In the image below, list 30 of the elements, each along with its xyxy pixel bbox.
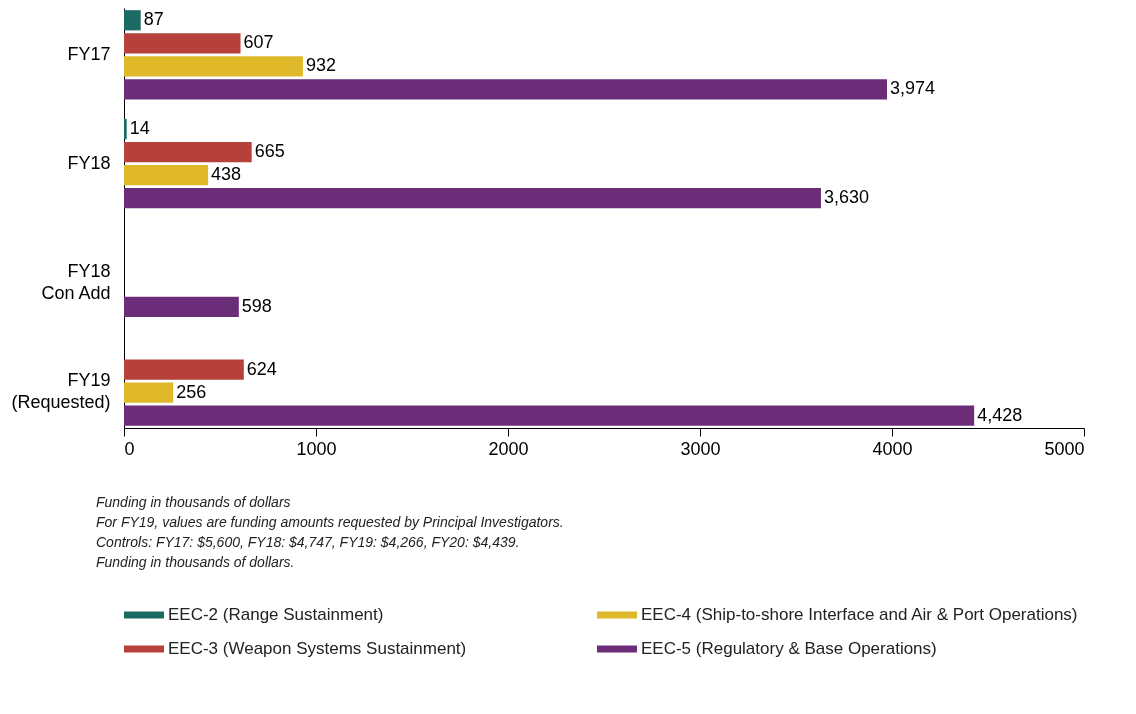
data-label: 4,428 [977, 404, 1023, 425]
y-tick-label: FY19 (Requested) [11, 370, 111, 413]
y-tick-label: FY18 Con Add [41, 261, 111, 304]
x-tick-label: 0 [124, 438, 135, 459]
x-tick-label: 4000 [872, 438, 913, 459]
x-tick-label: 2000 [488, 438, 529, 459]
data-label: 624 [246, 358, 277, 379]
x-tick-label: 5000 [1044, 438, 1085, 459]
text: Funding in thousands of dollars [96, 494, 291, 510]
text: Controls: FY17: $5,600, FY18: $4,747, FY19: $4,266, FY20: $4,439. [96, 534, 520, 550]
y-tick-label: FY17 [67, 43, 111, 64]
legend-label: EEC-3 (Weapon Systems Sustainment) [168, 639, 467, 658]
data-label: 438 [211, 164, 242, 185]
data-label: 607 [243, 32, 274, 53]
text: For FY19, values are funding amounts requested by Principal Investigators. [96, 514, 564, 530]
text: Funding in thousands of dollars. [96, 554, 295, 570]
legend-label: EEC-5 (Regulatory & Base Operations) [641, 639, 937, 658]
data-label: 665 [254, 141, 285, 162]
data-label: 3,974 [890, 78, 936, 99]
legend-label: EEC-2 (Range Sustainment) [168, 605, 384, 624]
data-label: 14 [129, 118, 150, 139]
data-label: 3,630 [823, 187, 870, 208]
x-tick-label: 3000 [680, 438, 721, 459]
legend-label: EEC-4 (Ship-to-shore Interface and Air & Port Operations) [641, 605, 1078, 624]
data-label: 932 [305, 55, 336, 76]
data-label: 256 [176, 381, 207, 402]
x-tick-label: 1000 [296, 438, 337, 459]
data-label: 598 [241, 295, 272, 316]
data-label: 87 [143, 9, 164, 30]
y-tick-label: FY18 [67, 152, 111, 173]
